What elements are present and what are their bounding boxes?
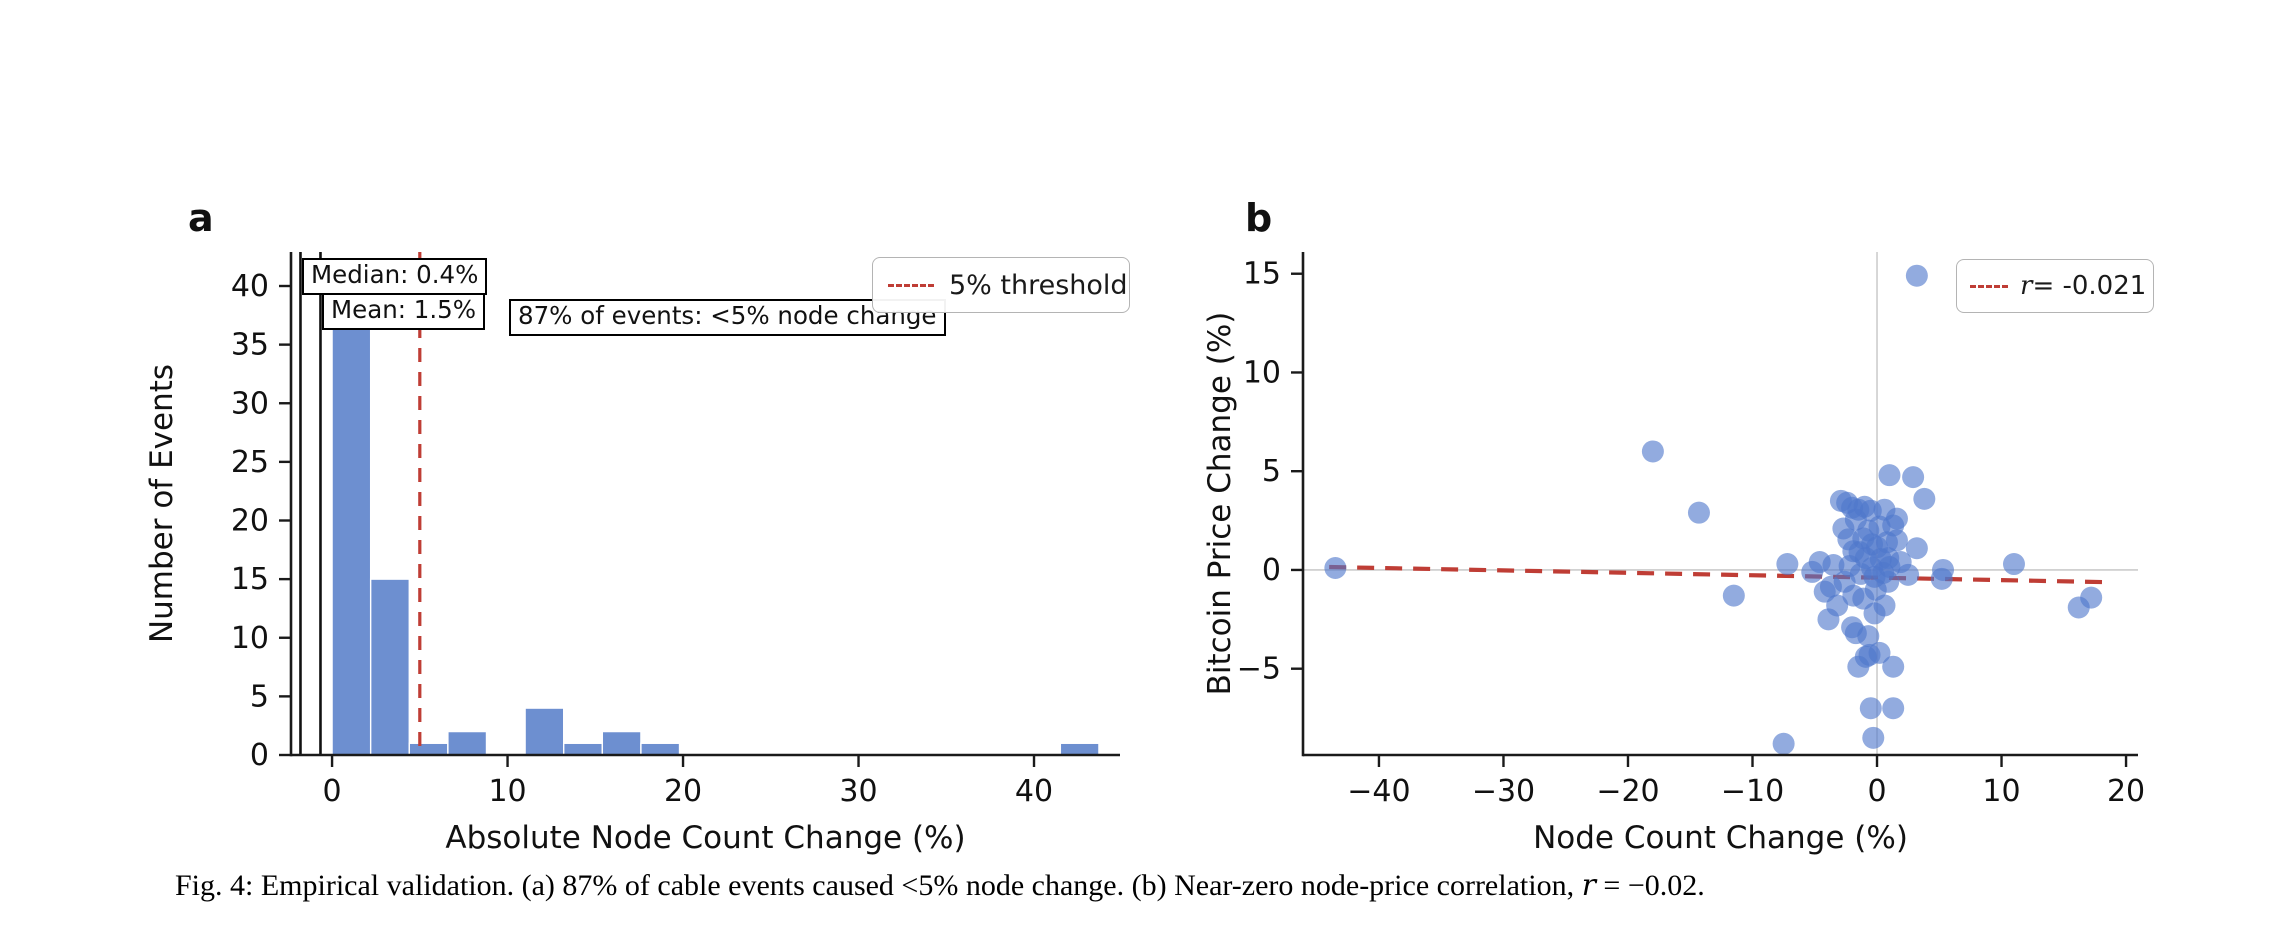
histogram-bar	[563, 742, 604, 756]
scatter-point	[1930, 567, 1953, 590]
x-tick-label: 10	[488, 774, 526, 809]
scatter-point	[1847, 655, 1870, 678]
scatter-point	[1882, 697, 1905, 720]
x-tick-label: −10	[1721, 774, 1784, 809]
caption-suffix: = −0.02.	[1595, 869, 1705, 902]
caption-r-symbol: r	[1581, 868, 1596, 903]
scatter-point	[2080, 586, 2103, 609]
legend-r-value: = -0.021	[2032, 271, 2147, 301]
histogram-bar	[331, 285, 372, 756]
y-tick-label: 10	[1243, 355, 1281, 390]
scatter-point	[2002, 553, 2025, 576]
scatter-point	[1902, 466, 1925, 489]
scatter-point	[1905, 264, 1928, 287]
scatter-point	[1897, 563, 1920, 586]
y-tick-label: 0	[1262, 553, 1281, 588]
scatter-point	[1859, 697, 1882, 720]
scatter-point	[1905, 537, 1928, 560]
scatter-point	[1885, 529, 1908, 552]
y-tick-label: 5	[1262, 454, 1281, 489]
y-tick-label: −5	[1237, 652, 1281, 687]
scatter-point	[1817, 608, 1840, 631]
y-tick-label: 10	[231, 621, 269, 656]
x-tick-label: 0	[1867, 774, 1886, 809]
red-dash-icon	[888, 283, 934, 287]
scatter-point	[1776, 553, 1799, 576]
scatter-point	[1641, 440, 1664, 463]
median-annotation: Median: 0.4%	[302, 258, 488, 295]
y-axis-title: Bitcoin Price Change (%)	[1202, 312, 1238, 696]
scatter-point	[1863, 602, 1886, 625]
y-tick-label: 30	[231, 386, 269, 421]
y-tick-label: 15	[1243, 257, 1281, 292]
y-tick-label: 5	[250, 679, 269, 714]
scatter-point	[1862, 726, 1885, 749]
scatter-point	[1772, 732, 1795, 755]
x-tick-label: 30	[839, 774, 877, 809]
histogram-bar	[601, 730, 642, 756]
y-axis-title: Number of Events	[144, 364, 180, 643]
x-tick-label: −30	[1472, 774, 1535, 809]
legend-correlation: r = -0.021	[1956, 259, 2154, 313]
histogram-bar	[447, 730, 488, 756]
histogram-bar	[408, 742, 449, 756]
scatter-point	[1878, 464, 1901, 487]
x-tick-label: −40	[1347, 774, 1410, 809]
y-tick-label: 35	[231, 328, 269, 363]
x-tick-label: −20	[1596, 774, 1659, 809]
scatter-point	[1882, 655, 1905, 678]
x-tick-label: 20	[664, 774, 702, 809]
histogram-bar	[369, 578, 410, 756]
x-axis-title: Node Count Change (%)	[1533, 820, 1908, 856]
mean-annotation: Mean: 1.5%	[322, 293, 486, 330]
x-tick-label: 20	[2107, 774, 2145, 809]
legend-threshold: 5% threshold	[872, 257, 1130, 313]
scatter-point	[1857, 625, 1880, 648]
legend-r-symbol: r	[2020, 271, 2033, 301]
panel-a-label: a	[188, 196, 214, 240]
x-tick-label: 10	[1982, 774, 2020, 809]
trend-line	[1329, 564, 2109, 585]
caption-prefix: Fig. 4: Empirical validation. (a) 87% of…	[175, 869, 1582, 902]
y-tick-label: 40	[231, 269, 269, 304]
scatter-point	[1324, 556, 1347, 579]
histogram-bar	[524, 707, 565, 756]
red-dash-icon	[1970, 284, 2008, 288]
histogram-bar	[640, 742, 681, 756]
y-tick-label: 25	[231, 445, 269, 480]
x-tick-label: 40	[1015, 774, 1053, 809]
y-tick-label: 15	[231, 562, 269, 597]
legend-threshold-label: 5% threshold	[949, 269, 1128, 301]
scatter-point	[1822, 554, 1845, 577]
y-tick-label: 20	[231, 504, 269, 539]
scatter-point	[1687, 501, 1710, 524]
figure-caption: Fig. 4: Empirical validation. (a) 87% of…	[175, 868, 1875, 903]
histogram-bar	[1059, 742, 1100, 756]
scatter-point	[1722, 584, 1745, 607]
panel-b-label: b	[1245, 196, 1273, 240]
x-tick-label: 0	[323, 774, 342, 809]
y-tick-label: 0	[250, 738, 269, 773]
scatter-point	[1913, 487, 1936, 510]
x-axis-title: Absolute Node Count Change (%)	[445, 820, 965, 856]
